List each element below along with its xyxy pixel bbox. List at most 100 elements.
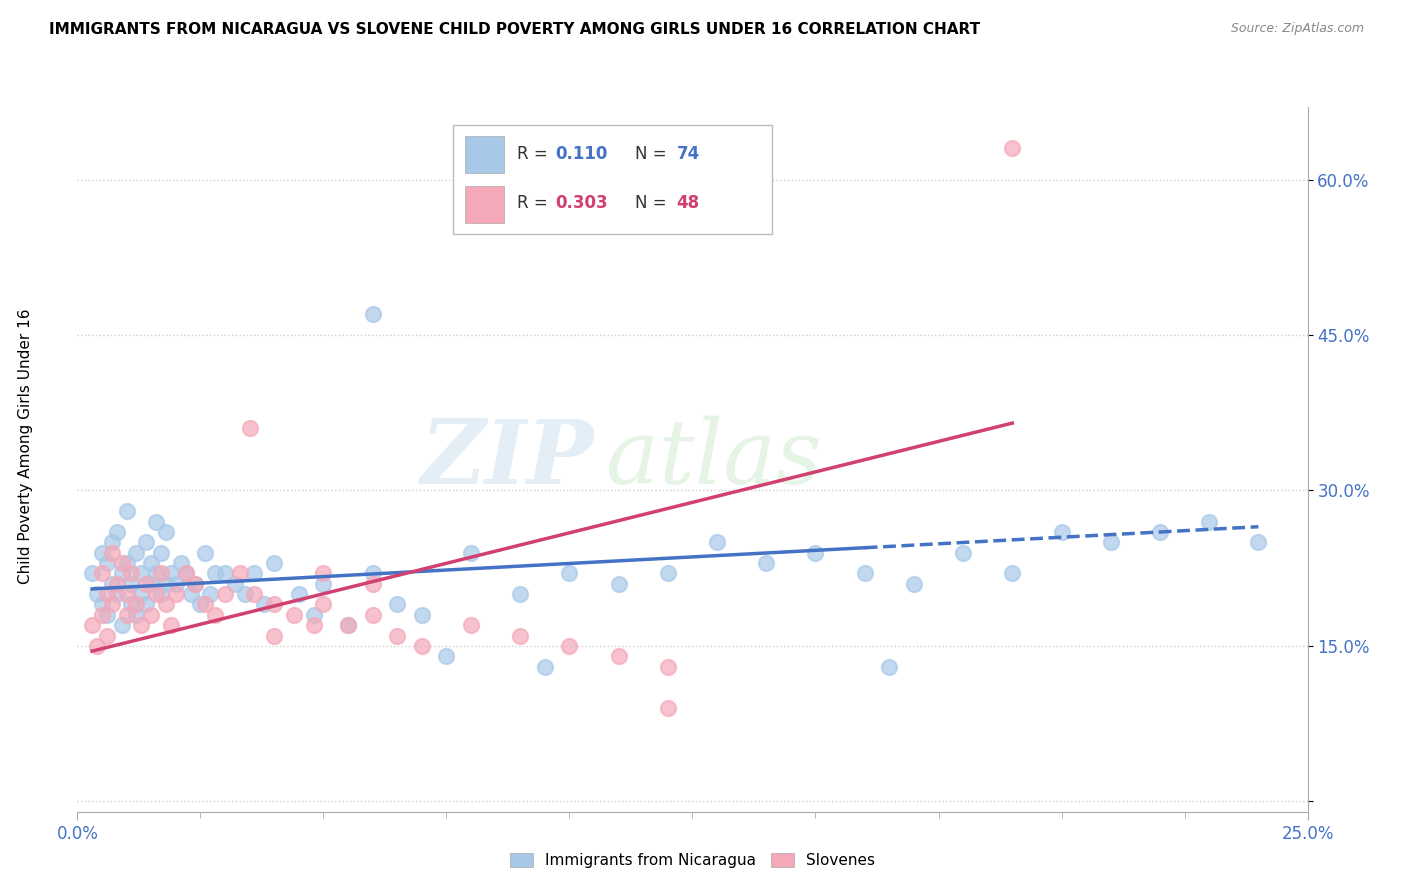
Point	[214, 587, 236, 601]
Text: 48: 48	[676, 194, 700, 212]
Point	[853, 566, 876, 581]
Point	[312, 598, 335, 612]
Point	[165, 587, 187, 601]
Point	[125, 598, 148, 612]
Point	[233, 587, 256, 601]
Point	[82, 566, 104, 581]
Point	[460, 546, 482, 560]
Point	[184, 576, 207, 591]
Point	[101, 535, 124, 549]
Point	[129, 618, 153, 632]
Point	[90, 566, 114, 581]
Point	[96, 556, 118, 570]
Text: Source: ZipAtlas.com: Source: ZipAtlas.com	[1230, 22, 1364, 36]
Point	[121, 576, 143, 591]
Text: Child Poverty Among Girls Under 16: Child Poverty Among Girls Under 16	[18, 309, 32, 583]
Point	[288, 587, 311, 601]
Point	[90, 598, 114, 612]
Point	[312, 576, 335, 591]
Point	[361, 576, 384, 591]
Point	[263, 598, 285, 612]
Point	[204, 607, 226, 622]
Point	[903, 576, 925, 591]
Point	[243, 566, 266, 581]
Point	[86, 587, 108, 601]
Point	[755, 556, 778, 570]
Point	[115, 504, 138, 518]
Point	[86, 639, 108, 653]
FancyBboxPatch shape	[453, 125, 772, 234]
Text: N =: N =	[636, 194, 672, 212]
Point	[141, 576, 163, 591]
Point	[302, 607, 325, 622]
Point	[105, 524, 128, 539]
Point	[150, 587, 173, 601]
Point	[160, 618, 183, 632]
Point	[200, 587, 222, 601]
Point	[607, 576, 630, 591]
Text: R =: R =	[516, 194, 553, 212]
FancyBboxPatch shape	[465, 136, 503, 173]
Point	[1050, 524, 1073, 539]
Point	[194, 546, 217, 560]
Point	[239, 421, 262, 435]
Text: IMMIGRANTS FROM NICARAGUA VS SLOVENE CHILD POVERTY AMONG GIRLS UNDER 16 CORRELAT: IMMIGRANTS FROM NICARAGUA VS SLOVENE CHI…	[49, 22, 980, 37]
Point	[214, 566, 236, 581]
Point	[111, 618, 132, 632]
Point	[1001, 566, 1024, 581]
Point	[129, 566, 153, 581]
Point	[115, 587, 138, 601]
Point	[534, 659, 557, 673]
Text: ZIP: ZIP	[420, 417, 595, 502]
Point	[111, 556, 132, 570]
Point	[125, 546, 148, 560]
Point	[804, 546, 827, 560]
Point	[145, 515, 167, 529]
Text: R =: R =	[516, 145, 553, 163]
Point	[194, 598, 217, 612]
Point	[121, 598, 143, 612]
Point	[155, 598, 177, 612]
Text: N =: N =	[636, 145, 672, 163]
Point	[115, 556, 138, 570]
Point	[657, 701, 679, 715]
Point	[101, 598, 124, 612]
Point	[141, 607, 163, 622]
Point	[135, 598, 157, 612]
Point	[263, 628, 285, 642]
Point	[952, 546, 974, 560]
Point	[145, 566, 167, 581]
Point	[436, 649, 458, 664]
Point	[101, 576, 124, 591]
Point	[90, 546, 114, 560]
Point	[160, 566, 183, 581]
Point	[188, 598, 212, 612]
Point	[253, 598, 276, 612]
Point	[82, 618, 104, 632]
Point	[302, 618, 325, 632]
Point	[1099, 535, 1122, 549]
Point	[1149, 524, 1171, 539]
Point	[228, 566, 252, 581]
Point	[141, 556, 163, 570]
Point	[337, 618, 360, 632]
Point	[263, 556, 285, 570]
Point	[509, 628, 531, 642]
Point	[243, 587, 266, 601]
Point	[180, 587, 202, 601]
Point	[558, 639, 581, 653]
Point	[165, 576, 187, 591]
Point	[312, 566, 335, 581]
FancyBboxPatch shape	[465, 186, 503, 223]
Point	[460, 618, 482, 632]
Point	[361, 607, 384, 622]
Point	[385, 628, 409, 642]
Point	[509, 587, 531, 601]
Point	[101, 546, 124, 560]
Point	[558, 566, 581, 581]
Point	[361, 566, 384, 581]
Point	[90, 607, 114, 622]
Point	[1198, 515, 1220, 529]
Point	[184, 576, 207, 591]
Point	[657, 566, 679, 581]
